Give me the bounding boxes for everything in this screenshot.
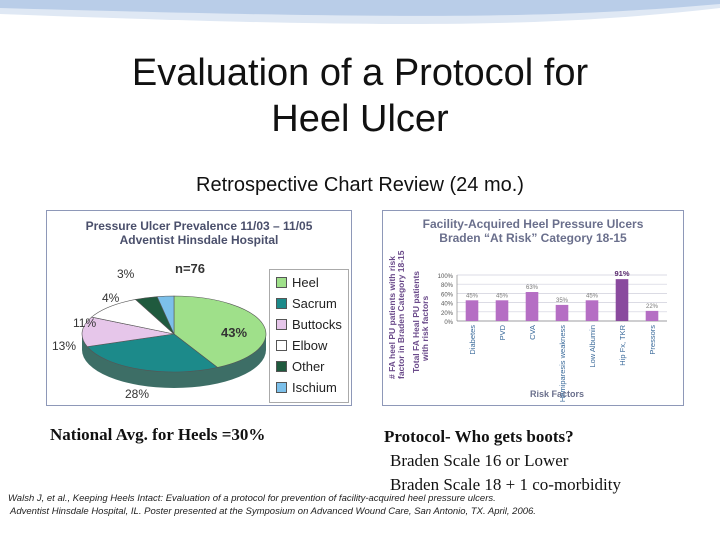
bar-4 [585, 300, 599, 321]
pie-label-heel: 43% [221, 325, 248, 340]
bar-category-label: PVD [498, 324, 507, 340]
pie-title-line-1: Pressure Ulcer Prevalence 11/03 – 11/05 [85, 219, 313, 233]
national-average-caption: National Avg. for Heels =30% [50, 425, 266, 444]
pie-slice-sacrum [86, 333, 219, 373]
bar-category-label: Diabetes [468, 325, 477, 355]
legend-label: Sacrum [292, 295, 337, 311]
legend-item-sacrum: Sacrum [276, 295, 337, 311]
bar-chart-panel: Facility-Acquired Heel Pressure Ulcers B… [382, 210, 684, 406]
legend-label: Other [292, 358, 325, 374]
legend-item-ischium: Ischium [276, 379, 337, 395]
citation: Walsh J, et al., Keeping Heels Intact: E… [8, 492, 536, 518]
legend-swatch [276, 381, 287, 393]
bar-xlabel: Risk Factors [530, 389, 584, 399]
bar-tick-label: 20% [441, 311, 454, 317]
legend-item-other: Other [276, 358, 325, 374]
pie-chart [81, 295, 267, 388]
bar-category-label: Hip Fx, TKR [618, 324, 627, 365]
legend-item-elbow: Elbow [276, 337, 327, 353]
legend-label: Ischium [292, 379, 337, 395]
pie-slice-buttocks [81, 316, 175, 347]
protocol-line-1: Braden Scale 16 or Lower [390, 451, 569, 470]
legend-item-buttocks: Buttocks [276, 316, 342, 332]
protocol-line-2: Braden Scale 18 + 1 co-morbidity [390, 475, 622, 494]
bar-ylabel2-2: with risk factors [420, 296, 430, 362]
protocol-caption: Protocol- Who gets boots? Braden Scale 1… [384, 425, 621, 497]
bar-value-label: 63% [526, 285, 539, 291]
pie-slice-heel [173, 295, 267, 368]
pie-label-other: 4% [102, 291, 120, 305]
bar-value-label: 45% [496, 293, 509, 299]
title-line-1: Evaluation of a Protocol for [131, 52, 589, 94]
bar-ylabel2-1: Total FA Heal PU patients [411, 271, 421, 373]
bar-category-label: Hemiparesis weakness [558, 325, 567, 402]
pie-label-ischium: 3% [117, 267, 135, 281]
bar-chart: # FA heel PU patients with risk factor i… [387, 250, 667, 402]
bar-0 [465, 300, 479, 321]
bar-value-label: 22% [646, 304, 659, 310]
pie-n-label: n=76 [175, 261, 205, 276]
bar-1 [495, 300, 509, 321]
bar-ylabel-1: # FA heel PU patients with risk [387, 256, 397, 379]
legend-swatch [276, 339, 287, 351]
bar-title-line-2: Braden “At Risk” Category 18-15 [439, 231, 627, 245]
pie-label-sacrum: 28% [125, 387, 150, 401]
bar-tick-label: 60% [441, 292, 454, 298]
bar-6 [645, 310, 659, 321]
legend-label: Buttocks [292, 316, 342, 332]
bar-3 [555, 304, 569, 321]
bar-category-label: Pressors [648, 325, 657, 355]
pie-label-buttocks: 13% [52, 339, 77, 353]
pie-title-line-2: Adventist Hinsdale Hospital [119, 233, 279, 247]
legend-label: Elbow [292, 337, 328, 353]
legend-swatch [276, 360, 287, 372]
bar-value-label: 45% [586, 293, 599, 299]
bar-value-label: 35% [556, 298, 569, 304]
legend-swatch [276, 297, 287, 309]
bar-tick-label: 40% [441, 302, 454, 308]
bar-title-line-1: Facility-Acquired Heel Pressure Ulcers [422, 217, 644, 231]
bar-value-label: 45% [466, 293, 479, 299]
citation-line-2: Adventist Hinsdale Hospital, IL. Poster … [10, 506, 536, 517]
bar-chart-title: Facility-Acquired Heel Pressure Ulcers B… [383, 217, 683, 245]
pie-legend: Heel Sacrum Buttocks Elbow Other Ischium [269, 269, 349, 403]
legend-swatch [276, 276, 287, 288]
bar-category-label: Low Albumin [588, 325, 597, 368]
slide-subtitle: Retrospective Chart Review (24 mo.) [196, 174, 524, 196]
pie-chart-panel: Pressure Ulcer Prevalence 11/03 – 11/05 … [46, 210, 352, 406]
bar-value-label: 91% [614, 269, 629, 278]
bar-5 [615, 279, 629, 321]
bar-tick-label: 0% [444, 320, 453, 326]
bar-tick-label: 100% [438, 274, 454, 280]
citation-line-1: Walsh J, et al., Keeping Heels Intact: E… [8, 493, 496, 504]
title-line-2: Heel Ulcer [271, 98, 449, 140]
protocol-title: Protocol- Who gets boots? [384, 427, 574, 446]
legend-item-heel: Heel [276, 274, 319, 290]
slide-title: Evaluation of a Protocol for Heel Ulcer [60, 50, 660, 142]
header-decoration [0, 0, 720, 25]
legend-label: Heel [292, 274, 319, 290]
legend-swatch [276, 318, 287, 330]
bar-2 [525, 292, 539, 321]
bar-category-label: CVA [528, 325, 537, 340]
pie-chart-title: Pressure Ulcer Prevalence 11/03 – 11/05 … [47, 219, 351, 247]
pie-label-elbow: 11% [73, 316, 97, 330]
bar-ylabel-2: factor in Braden Category 18-15 [396, 250, 406, 379]
bar-tick-label: 80% [441, 283, 454, 289]
pie-slice-ischium [156, 295, 175, 335]
